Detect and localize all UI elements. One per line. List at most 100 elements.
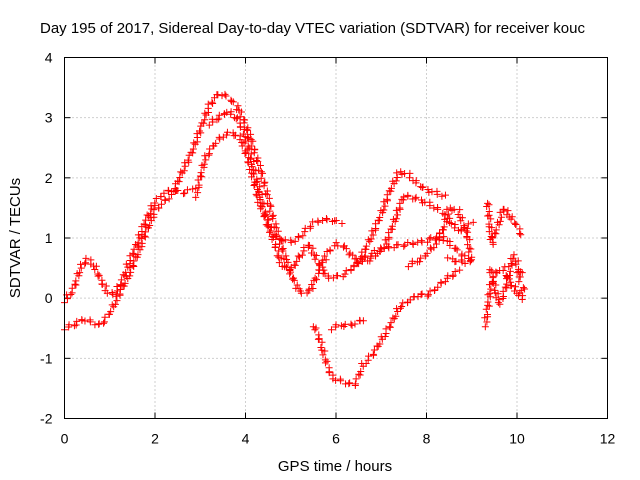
- data-point: [322, 256, 330, 264]
- series-track-i: [327, 316, 367, 334]
- data-point: [464, 241, 472, 249]
- data-point: [198, 173, 206, 181]
- data-point: [417, 237, 425, 245]
- data-point: [311, 274, 319, 282]
- data-point: [140, 232, 148, 240]
- data-point: [201, 116, 209, 124]
- data-point: [487, 285, 495, 293]
- data-point: [386, 323, 394, 331]
- data-point: [346, 379, 354, 387]
- data-point: [486, 269, 494, 277]
- data-point: [500, 205, 508, 213]
- data-point: [457, 217, 465, 225]
- data-point: [257, 174, 265, 182]
- data-point: [72, 277, 80, 285]
- data-point: [262, 211, 270, 219]
- data-point: [418, 290, 426, 298]
- data-point: [192, 193, 200, 201]
- data-point: [338, 220, 346, 228]
- data-point: [504, 207, 512, 215]
- data-point: [189, 145, 197, 153]
- data-point: [298, 251, 306, 259]
- data-point: [213, 116, 221, 124]
- data-point: [70, 322, 78, 330]
- data-point: [291, 237, 299, 245]
- data-point: [483, 311, 491, 319]
- data-point: [446, 241, 454, 249]
- data-point: [232, 115, 240, 123]
- data-point: [236, 123, 244, 131]
- data-point: [323, 357, 331, 365]
- data-point: [389, 215, 397, 223]
- data-point: [345, 380, 353, 388]
- data-point: [312, 251, 320, 259]
- series-track-g: [404, 204, 476, 271]
- data-point: [396, 199, 404, 207]
- data-point: [195, 181, 203, 189]
- data-point: [327, 326, 335, 334]
- data-point: [313, 276, 321, 284]
- series-track-h: [309, 266, 464, 390]
- data-point: [278, 245, 286, 253]
- data-point: [469, 218, 477, 226]
- data-point: [266, 228, 274, 236]
- data-point: [519, 292, 527, 300]
- data-point: [321, 359, 329, 367]
- data-point: [438, 192, 446, 200]
- data-point: [103, 289, 111, 297]
- data-point: [492, 281, 500, 289]
- data-point: [334, 272, 342, 280]
- x-tick-label: 8: [423, 431, 431, 447]
- data-point: [294, 233, 302, 241]
- data-point: [404, 239, 412, 247]
- data-point: [494, 290, 502, 298]
- data-point: [464, 220, 472, 228]
- data-point: [411, 195, 419, 203]
- data-point: [205, 151, 213, 159]
- data-point: [117, 276, 125, 284]
- data-point: [73, 317, 81, 325]
- data-point: [323, 216, 331, 224]
- data-point: [205, 121, 213, 129]
- data-point: [307, 222, 315, 230]
- data-point: [101, 313, 109, 321]
- data-point: [521, 285, 529, 293]
- data-point: [108, 289, 116, 297]
- data-point: [488, 233, 496, 241]
- data-point: [92, 262, 100, 270]
- data-point: [444, 210, 452, 218]
- data-point: [82, 254, 90, 262]
- data-point: [281, 263, 289, 271]
- data-point: [282, 252, 290, 260]
- data-point: [368, 227, 376, 235]
- data-point: [485, 302, 493, 310]
- data-point: [319, 256, 327, 264]
- data-point: [492, 268, 500, 276]
- series-track-l: [486, 251, 526, 308]
- data-point: [381, 333, 389, 341]
- data-point: [370, 346, 378, 354]
- data-point: [400, 242, 408, 250]
- data-point: [141, 228, 149, 236]
- data-point: [443, 214, 451, 222]
- data-point: [507, 215, 515, 223]
- data-point: [334, 242, 342, 250]
- data-point: [247, 130, 255, 138]
- data-point: [247, 136, 255, 144]
- data-point: [483, 202, 491, 210]
- data-point: [155, 204, 163, 212]
- data-point: [264, 222, 272, 230]
- data-point: [266, 201, 274, 209]
- data-point: [250, 157, 258, 165]
- data-point: [305, 287, 313, 295]
- data-point: [444, 254, 452, 262]
- y-axis-label: SDTVAR / TECUs: [7, 178, 24, 298]
- data-point: [236, 136, 244, 144]
- data-point: [482, 305, 490, 313]
- data-point: [432, 240, 440, 248]
- data-point: [511, 283, 519, 291]
- data-point: [189, 185, 197, 193]
- data-point: [393, 173, 401, 181]
- data-point: [451, 268, 459, 276]
- data-point: [424, 292, 432, 300]
